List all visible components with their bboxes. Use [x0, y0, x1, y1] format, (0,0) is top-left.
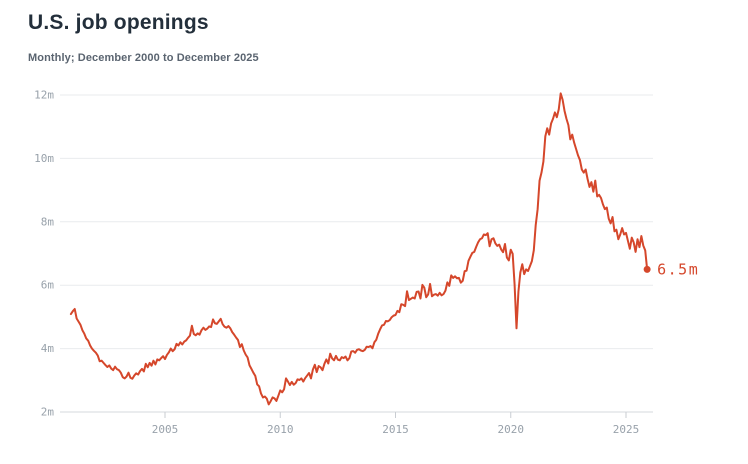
- end-dot: [643, 265, 651, 273]
- data-line: [69, 92, 649, 406]
- x-axis-label: 2010: [267, 423, 294, 436]
- chart-title: U.S. job openings: [28, 11, 209, 34]
- y-axis-label: 4m: [41, 342, 55, 355]
- x-axis-label: 2020: [498, 423, 525, 436]
- x-axis-label: 2015: [382, 423, 409, 436]
- y-axis-label: 6m: [41, 279, 55, 292]
- y-axis-label: 10m: [34, 152, 54, 165]
- y-axis-label: 12m: [34, 89, 54, 102]
- end-value-label: 6.5m: [657, 260, 699, 278]
- y-axis-label: 8m: [41, 215, 55, 228]
- x-axis-label: 2025: [613, 423, 640, 436]
- x-axis-label: 2005: [152, 423, 179, 436]
- chart-subtitle: Monthly; December 2000 to December 2025: [28, 52, 259, 64]
- y-axis-label: 2m: [41, 406, 55, 419]
